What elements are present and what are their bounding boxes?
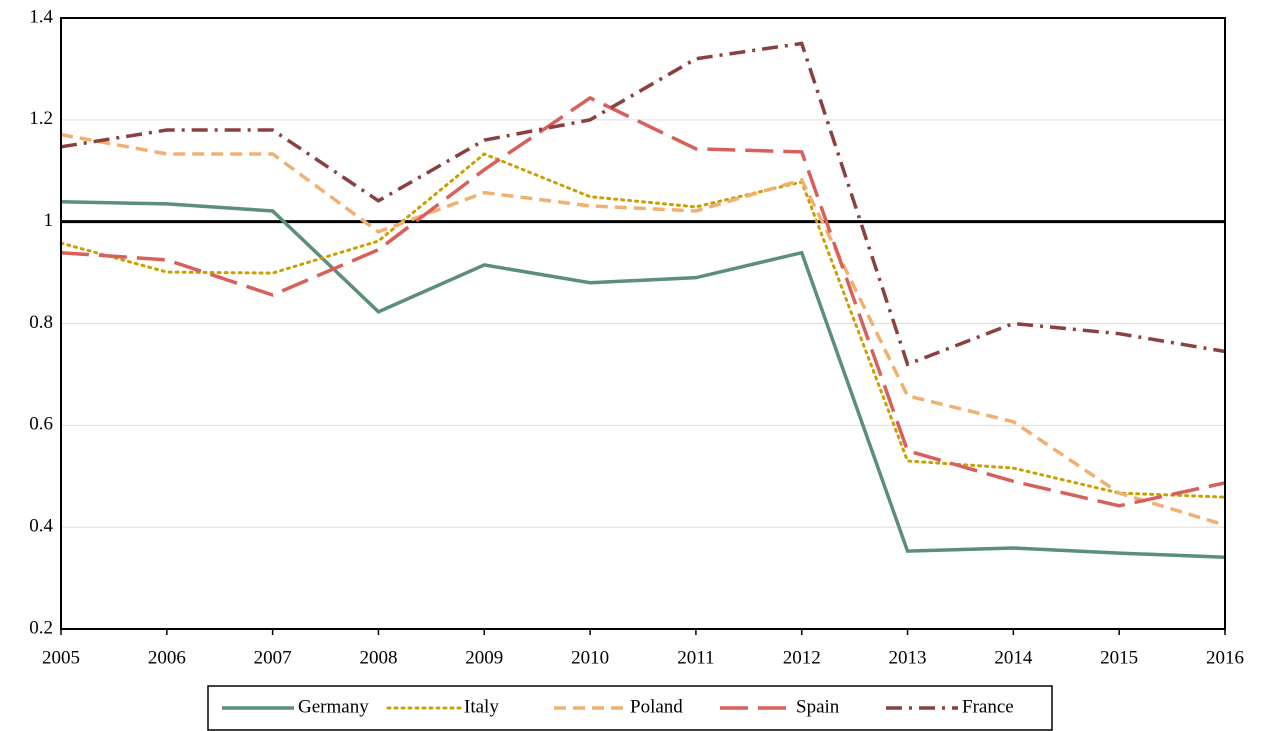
legend-label: Poland — [630, 696, 683, 717]
x-tick-label: 2007 — [254, 647, 292, 668]
x-tick-label: 2015 — [1100, 647, 1138, 668]
plot-frame — [60, 17, 1226, 630]
series-line — [60, 132, 1226, 527]
y-tick-label: 1 — [44, 210, 54, 231]
x-tick-label: 2005 — [42, 647, 80, 668]
y-tick-label: 1.2 — [29, 108, 53, 129]
x-tick-label: 2009 — [465, 647, 503, 668]
y-tick-label: 0.8 — [29, 312, 53, 333]
legend-label: France — [962, 696, 1014, 717]
series-line — [60, 41, 1226, 367]
y-tick-label: 0.6 — [29, 414, 53, 435]
x-tick-label: 2010 — [571, 647, 609, 668]
x-tick-label: 2006 — [148, 647, 186, 668]
legend-label: Germany — [298, 696, 369, 717]
x-tick-label: 2013 — [889, 647, 927, 668]
series-line — [60, 200, 1226, 559]
x-tick-label: 2012 — [783, 647, 821, 668]
x-tick-label: 2008 — [359, 647, 397, 668]
x-tick-label: 2014 — [994, 647, 1033, 668]
legend-label: Italy — [464, 696, 499, 717]
legend: Germany Italy Poland Spain France — [222, 696, 1014, 717]
legend-label: Spain — [796, 696, 840, 717]
series-line — [60, 95, 1226, 508]
x-tick-label: 2016 — [1206, 647, 1244, 668]
y-tick-label: 1.4 — [29, 6, 53, 27]
y-tick-label: 0.4 — [29, 516, 53, 537]
labels: 0.2 0.4 0.6 0.8 1 1.2 1.4 2005 2006 2007 2008 2009 2… — [29, 6, 1244, 668]
series-line — [59, 152, 1227, 499]
lines — [59, 41, 1227, 559]
x-tick-label: 2011 — [677, 647, 714, 668]
y-tick-label: 0.2 — [29, 617, 53, 638]
